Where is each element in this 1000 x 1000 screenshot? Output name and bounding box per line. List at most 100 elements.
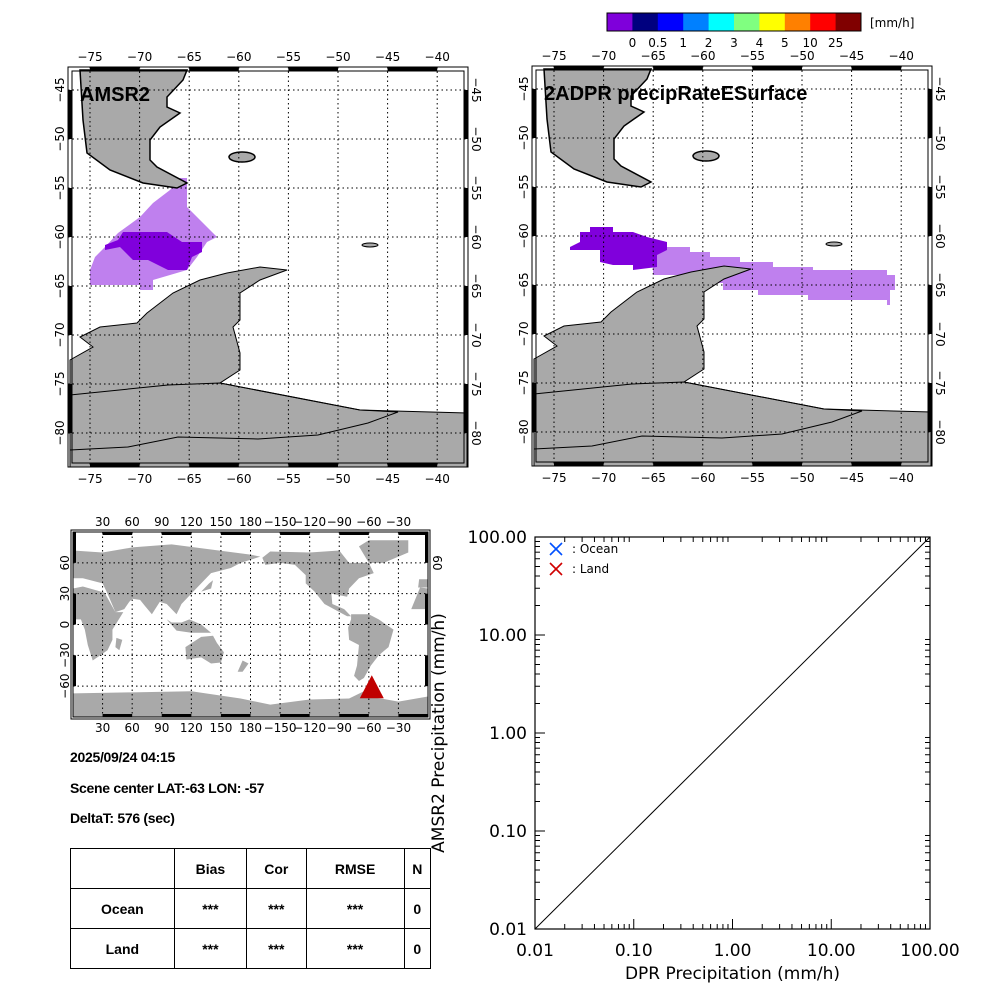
colorbar-frame — [606, 12, 862, 32]
y-tick-label: 100.00 — [468, 528, 527, 548]
precip-heavy-area — [105, 232, 202, 270]
lon-tick-label-top: −55 — [740, 49, 765, 63]
iberia-land — [418, 579, 428, 588]
frame-band — [464, 90, 468, 139]
frame-band — [554, 66, 604, 70]
frame-band — [752, 462, 802, 466]
south-america-land — [79, 69, 189, 189]
frame-band — [189, 67, 239, 71]
globe-lon-label-top: 150 — [209, 515, 232, 529]
globe-lon-label-bottom: 150 — [209, 721, 232, 735]
globe-lon-label-bottom: 120 — [180, 721, 203, 735]
frame-band — [161, 714, 192, 717]
antarctica-land — [69, 266, 468, 468]
lon-tick-label-top: −45 — [375, 50, 400, 64]
globe-lon-label-top: −90 — [327, 515, 352, 529]
table-header-cell — [70, 848, 175, 889]
frame-band — [102, 532, 133, 535]
frame-band — [189, 463, 239, 467]
lat-tick-label-left: −65 — [53, 273, 67, 298]
lon-tick-label-top: −50 — [789, 49, 814, 63]
colorbar-swatch — [683, 13, 710, 31]
x-axis-title: DPR Precipitation (mm/h) — [625, 964, 840, 984]
lon-tick-label-bottom: −45 — [839, 471, 864, 485]
antarctica-land — [533, 265, 932, 467]
frame-band — [532, 383, 536, 432]
globe-frame-outer — [70, 529, 431, 720]
colorbar-label: 5 — [781, 36, 789, 50]
lon-tick-label-bottom: −50 — [325, 472, 350, 486]
row-label: Land — [70, 928, 175, 969]
ice-shelf-contour — [69, 382, 399, 451]
frame-band — [398, 532, 428, 535]
lat-tick-label-right: −70 — [933, 321, 947, 346]
lat-tick-label-left: −55 — [517, 174, 531, 199]
lat-tick-label-right: −60 — [933, 223, 947, 248]
eurasia-land — [73, 544, 261, 615]
colorbar-swatch — [784, 13, 811, 31]
table-header-row: Bias Cor RMSE N — [70, 848, 432, 889]
lon-tick-label-top: −70 — [591, 49, 616, 63]
globe-lon-label-top: 90 — [154, 515, 169, 529]
north-america-land — [262, 550, 374, 617]
table-row: Land *** *** *** 0 — [70, 928, 432, 969]
lon-tick-label-top: −45 — [839, 49, 864, 63]
cor-cell: *** — [246, 888, 307, 929]
y-tick-label: 0.10 — [489, 822, 527, 842]
frame-band — [280, 532, 310, 535]
legend-label: : Land — [572, 562, 609, 576]
frame-band — [339, 532, 369, 535]
lon-tick-label-top: −65 — [641, 49, 666, 63]
datetime-text: 2025/09/24 04:15 — [70, 749, 175, 765]
globe-lon-label-bottom: 180 — [239, 721, 262, 735]
lat-tick-label-right: −75 — [933, 370, 947, 395]
frame-band — [653, 66, 703, 70]
africa-land — [73, 586, 124, 661]
colorbar-label: 3 — [730, 36, 738, 50]
globe-lon-label-top: −150 — [264, 515, 297, 529]
table-header-cell: Cor — [246, 848, 307, 889]
colorbar-label: 0 — [629, 36, 637, 50]
lat-tick-label-left: −50 — [517, 125, 531, 150]
lon-tick-label-top: −40 — [425, 50, 450, 64]
map-layers — [533, 68, 932, 467]
falkland-islands — [228, 151, 256, 163]
frame-band — [425, 655, 428, 687]
frame-band — [90, 463, 140, 467]
frame-band — [653, 462, 703, 466]
globe-lat-label-left: 30 — [58, 586, 72, 601]
indonesia-land — [166, 619, 212, 633]
lat-tick-label-left: −75 — [53, 371, 67, 396]
globe-lon-label-top: 60 — [125, 515, 140, 529]
lon-tick-label-bottom: −50 — [789, 471, 814, 485]
lon-tick-label-bottom: −55 — [276, 472, 301, 486]
lon-tick-label-bottom: −40 — [889, 471, 914, 485]
globe-lat-label-left: −30 — [58, 643, 72, 668]
globe-lon-label-bottom: 60 — [125, 721, 140, 735]
row-label: Ocean — [70, 888, 175, 929]
frame-band — [73, 655, 76, 687]
colorbar-swatch — [734, 13, 760, 31]
map-layers — [69, 69, 468, 468]
frame-band — [387, 463, 438, 467]
bias-cell: *** — [173, 888, 248, 929]
lat-tick-label-left: −60 — [517, 223, 531, 248]
lat-tick-label-left: −65 — [517, 272, 531, 297]
colorbar-label: 25 — [828, 36, 843, 50]
table-header-cell: Bias — [173, 848, 248, 889]
colorbar: 0 0.5 1 2 3 4 5 10 25 [mm/h] — [606, 12, 914, 50]
land-x-marker-icon — [549, 562, 563, 576]
frame-band — [464, 384, 468, 433]
lat-tick-label-right: −65 — [469, 273, 483, 298]
falkland-islands — [692, 150, 720, 162]
frame-band — [532, 285, 536, 334]
australia-land — [185, 635, 224, 664]
lat-tick-label-left: −70 — [53, 322, 67, 347]
map-frame-inner — [71, 70, 465, 464]
rmse-cell: *** — [305, 888, 405, 929]
n-cell: 0 — [403, 928, 432, 969]
lon-tick-label-top: −75 — [77, 50, 102, 64]
lon-tick-label-top: −60 — [226, 50, 251, 64]
globe-lon-label-top: 120 — [180, 515, 203, 529]
globe-lon-label-bottom: −60 — [356, 721, 381, 735]
